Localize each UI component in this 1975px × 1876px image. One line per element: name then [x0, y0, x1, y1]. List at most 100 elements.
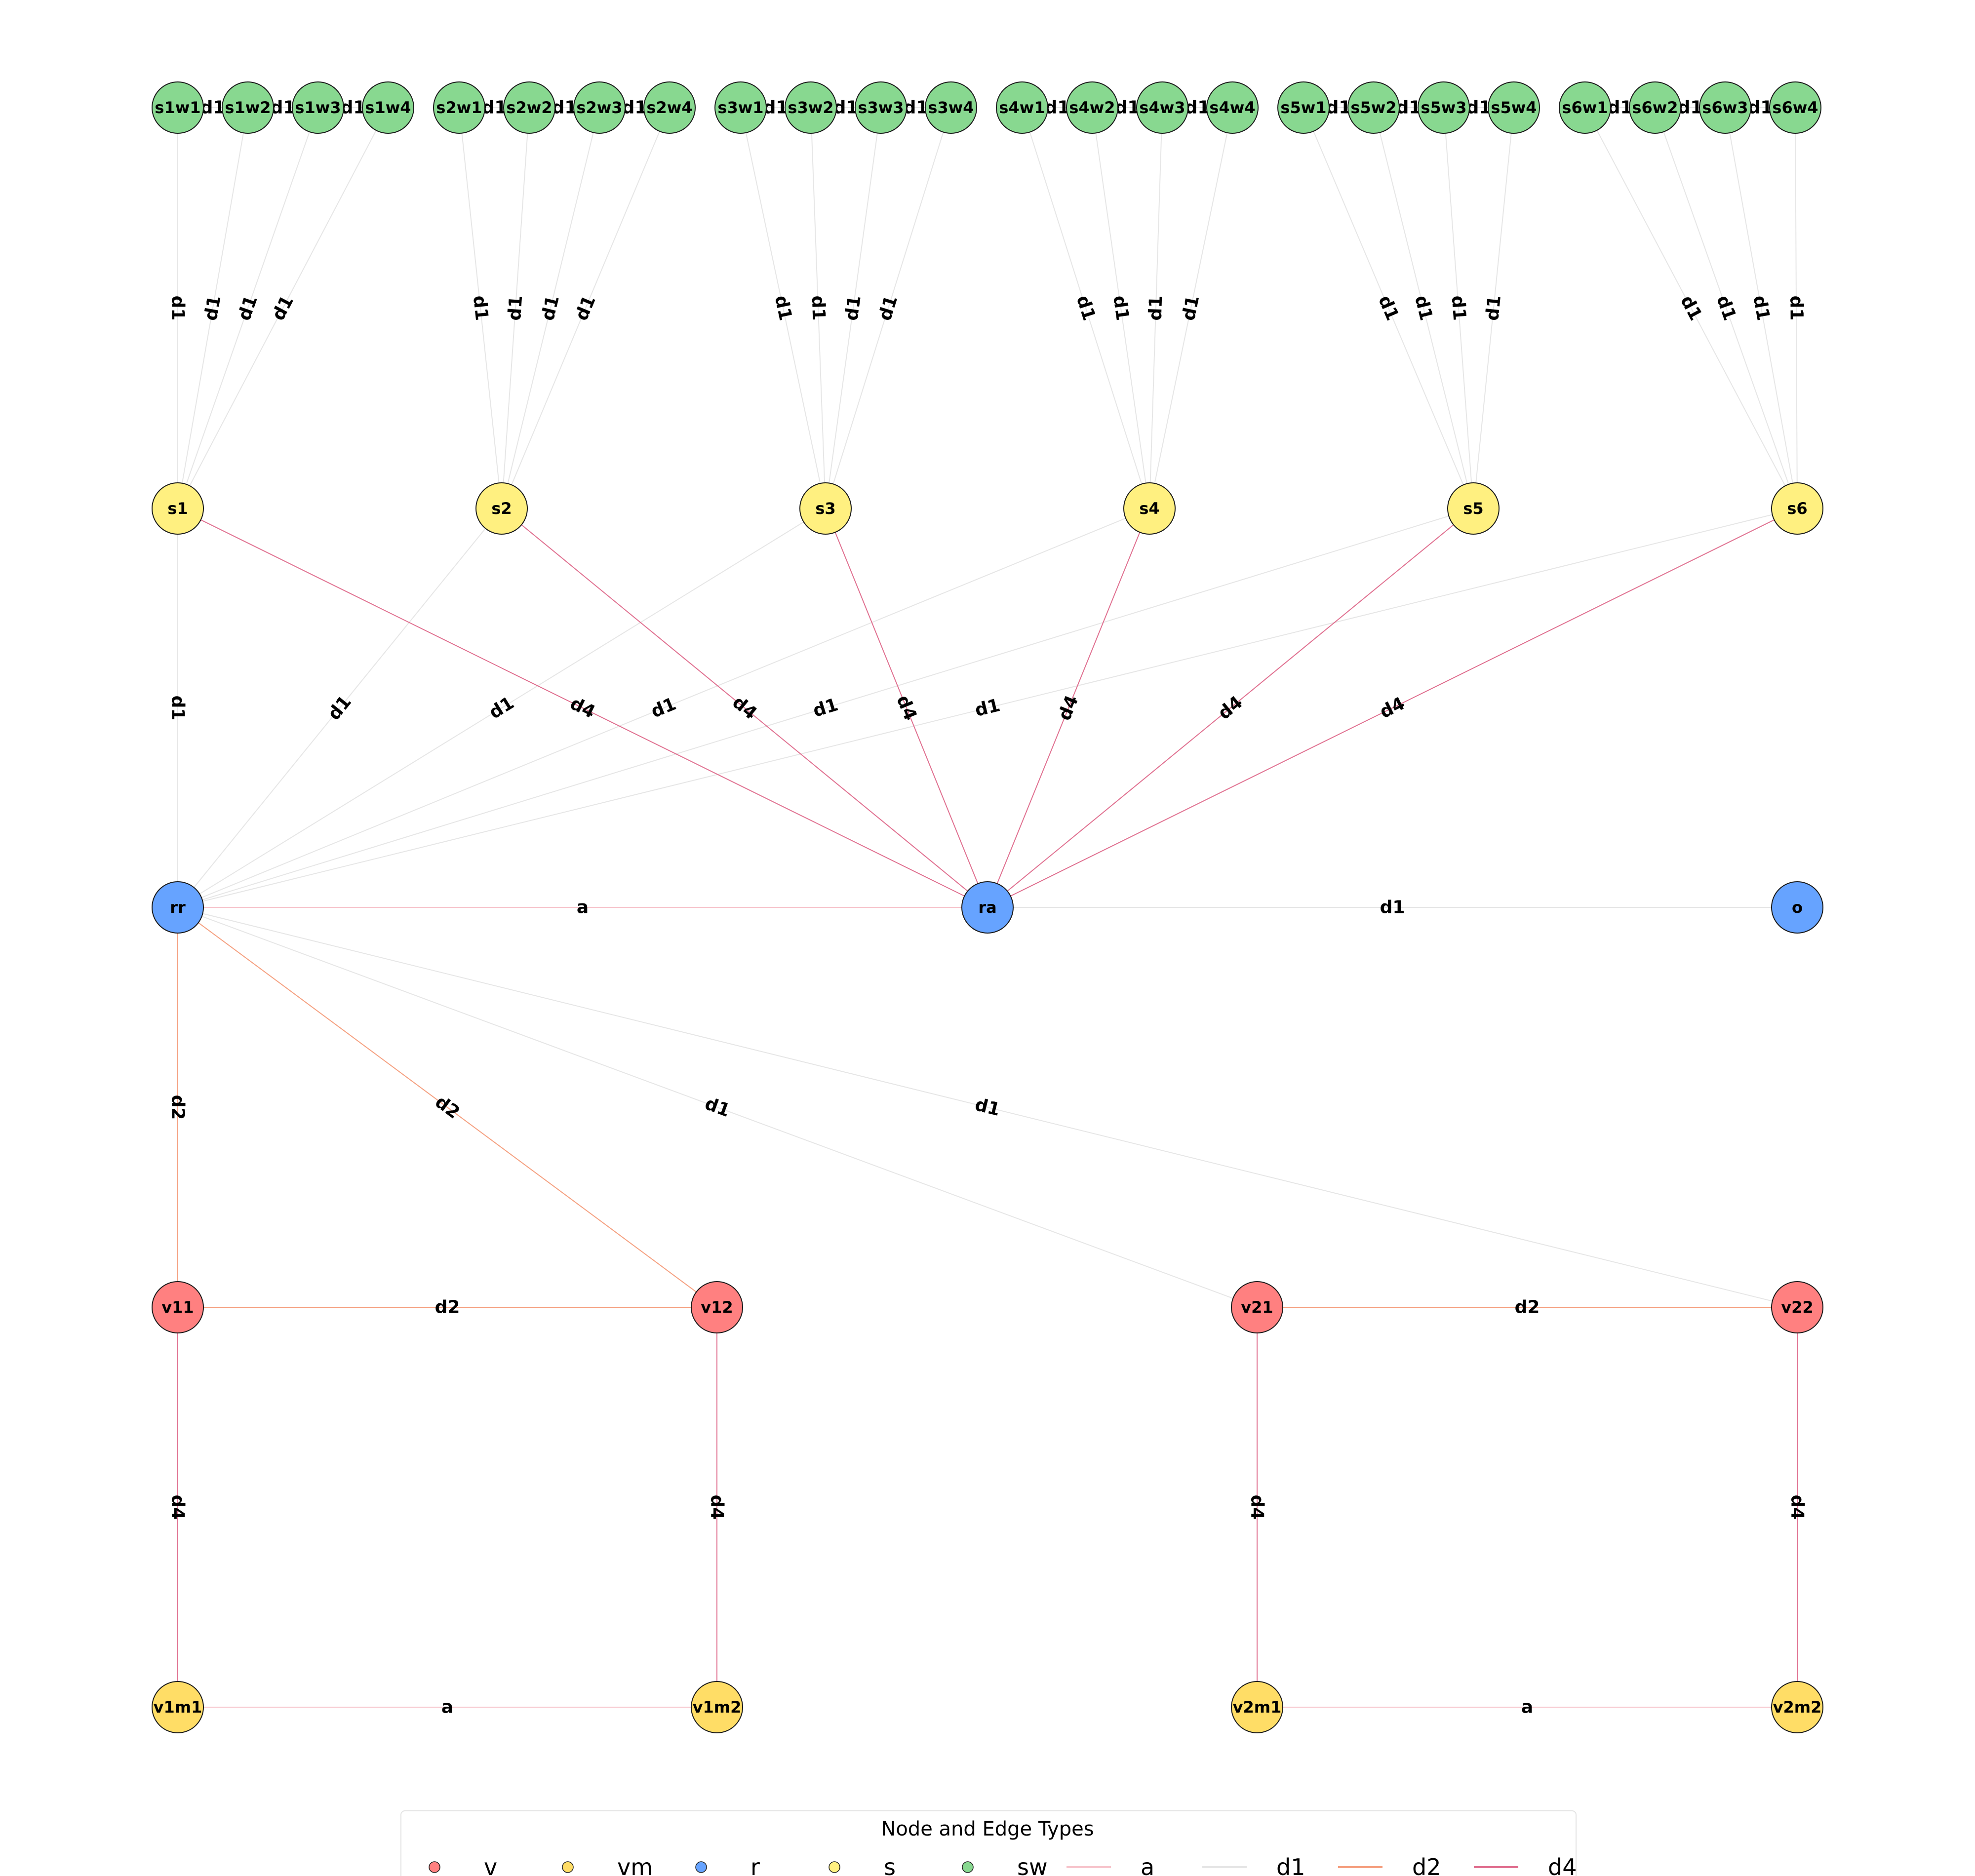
node-v2m2[interactable]: v2m2	[1771, 1681, 1823, 1733]
node-s3[interactable]: s3	[799, 482, 852, 535]
node-s2w1[interactable]: s2w1	[433, 81, 485, 134]
edge-label-ra-o: d1	[1380, 898, 1405, 918]
legend-node-sw: sw	[962, 1854, 1048, 1876]
node-s4w1[interactable]: s4w1	[996, 81, 1048, 134]
node-label-s3: s3	[815, 499, 835, 518]
node-s3w2[interactable]: s3w2	[785, 81, 837, 134]
node-s1w1[interactable]: s1w1	[152, 81, 204, 134]
node-label-s3w3: s3w3	[858, 98, 904, 117]
node-s2w3[interactable]: s2w3	[573, 81, 626, 134]
node-circle-s6w4	[1769, 81, 1821, 134]
edge-label-v11-v12: d2	[435, 1297, 460, 1318]
node-s3w3[interactable]: s3w3	[855, 81, 907, 134]
node-circle-s4w2	[1066, 81, 1118, 134]
node-v12[interactable]: v12	[691, 1281, 743, 1333]
edge-label-s6w2-s6w3: d1	[1678, 98, 1703, 118]
legend-edge-d1: d1	[1202, 1854, 1305, 1876]
node-ra[interactable]: ra	[961, 881, 1014, 934]
node-s5w1[interactable]: s5w1	[1277, 81, 1330, 134]
node-s5w3[interactable]: s5w3	[1418, 81, 1470, 134]
node-circle-v1m2	[691, 1681, 743, 1733]
edge-s2w2-s2	[501, 107, 530, 509]
node-s4[interactable]: s4	[1123, 482, 1176, 535]
node-label-s4w1: s4w1	[999, 98, 1045, 117]
edge-s1w3-s1	[177, 107, 318, 509]
node-circle-s2	[475, 482, 528, 535]
node-s1[interactable]: s1	[152, 482, 204, 535]
edge-s2-rr	[177, 508, 502, 908]
node-s3w1[interactable]: s3w1	[714, 81, 767, 134]
node-v1m2[interactable]: v1m2	[691, 1681, 743, 1733]
edge-label-s3-ra: d4	[892, 693, 920, 724]
node-label-s2w3: s2w3	[576, 98, 622, 117]
node-label-s1w4: s1w4	[365, 98, 411, 117]
node-circle-s1	[152, 482, 204, 535]
node-s4w3[interactable]: s4w3	[1136, 81, 1188, 134]
node-o[interactable]: o	[1771, 881, 1823, 934]
node-v2m1[interactable]: v2m1	[1231, 1681, 1283, 1733]
edge-label-s6w1-s6: d1	[1676, 292, 1706, 324]
node-s2[interactable]: s2	[475, 482, 528, 535]
edge-label-s6w4-s6: d1	[1786, 295, 1806, 320]
edge-label-rr-v22: d1	[973, 1094, 1002, 1120]
node-s6[interactable]: s6	[1771, 482, 1823, 535]
node-s6w4[interactable]: s6w4	[1769, 81, 1821, 134]
edge-label-s5w1-s5w2: d1	[1326, 98, 1351, 118]
edge-label-s4w2-s4: d1	[1109, 294, 1133, 322]
node-s1w2[interactable]: s1w2	[222, 81, 274, 134]
edge-label-s1w4-s1: d1	[268, 292, 298, 324]
node-s2w4[interactable]: s2w4	[643, 81, 696, 134]
edge-s3-ra	[825, 508, 988, 908]
edge-label-s1w2-s1: d1	[200, 294, 225, 322]
node-label-s3w2: s3w2	[788, 98, 833, 117]
node-label-v12: v12	[701, 1298, 733, 1317]
node-v1m1[interactable]: v1m1	[152, 1681, 204, 1733]
node-s2w2[interactable]: s2w2	[503, 81, 555, 134]
edge-label-s4w1-s4: d1	[1072, 293, 1099, 323]
edge-label-rr-v12: d2	[431, 1092, 463, 1123]
node-s1w4[interactable]: s1w4	[362, 81, 414, 134]
edge-label-s3w2-s3: d1	[808, 295, 829, 321]
node-circle-s4	[1123, 482, 1176, 535]
edge-s5-rr	[177, 508, 1474, 908]
legend-label-d4: d4	[1548, 1854, 1577, 1876]
node-s4w4[interactable]: s4w4	[1206, 81, 1259, 134]
node-rr[interactable]: rr	[152, 881, 204, 934]
edge-s5w2-s5	[1373, 107, 1474, 509]
edge-label-s5-rr: d1	[811, 695, 841, 721]
node-circle-s4w4	[1206, 81, 1259, 134]
node-s5w4[interactable]: s5w4	[1488, 81, 1540, 134]
node-v21[interactable]: v21	[1231, 1281, 1283, 1333]
node-v11[interactable]: v11	[152, 1281, 204, 1333]
node-s4w2[interactable]: s4w2	[1066, 81, 1118, 134]
edge-label-s5w3-s5w4: d1	[1466, 98, 1492, 118]
edge-s2w1-s2	[459, 107, 502, 509]
legend-node-v: v	[429, 1854, 497, 1876]
node-label-s4w4: s4w4	[1209, 98, 1255, 117]
node-s5w2[interactable]: s5w2	[1347, 81, 1400, 134]
node-s3w4[interactable]: s3w4	[925, 81, 977, 134]
edge-label-s2-rr: d1	[324, 692, 356, 724]
edge-label-s4w3-s4w4: d1	[1185, 98, 1210, 118]
edge-s3w4-s3	[825, 107, 951, 509]
node-s6w1[interactable]: s6w1	[1559, 81, 1611, 134]
node-label-o: o	[1792, 898, 1803, 917]
node-s6w2[interactable]: s6w2	[1629, 81, 1681, 134]
node-circle-v21	[1231, 1281, 1283, 1333]
node-s5[interactable]: s5	[1447, 482, 1500, 535]
edge-s6w2-s6	[1655, 107, 1798, 509]
edge-s6w3-s6	[1725, 107, 1798, 509]
node-s1w3[interactable]: s1w3	[292, 81, 344, 134]
node-s6w3[interactable]: s6w3	[1699, 81, 1751, 134]
legend-label-d1: d1	[1276, 1854, 1305, 1876]
edge-label-s4-rr: d1	[648, 694, 679, 722]
legend-label-r: r	[750, 1854, 760, 1876]
node-circle-s5w1	[1277, 81, 1330, 134]
edge-label-s1w3-s1w4: d1	[341, 98, 366, 118]
node-circle-v11	[152, 1281, 204, 1333]
node-circle-v1m1	[152, 1681, 204, 1733]
edge-label-v12-v1m2: d4	[707, 1495, 727, 1520]
legend-frame	[400, 1810, 1577, 1876]
edge-label-s6-rr: d1	[973, 695, 1002, 721]
node-v22[interactable]: v22	[1771, 1281, 1823, 1333]
